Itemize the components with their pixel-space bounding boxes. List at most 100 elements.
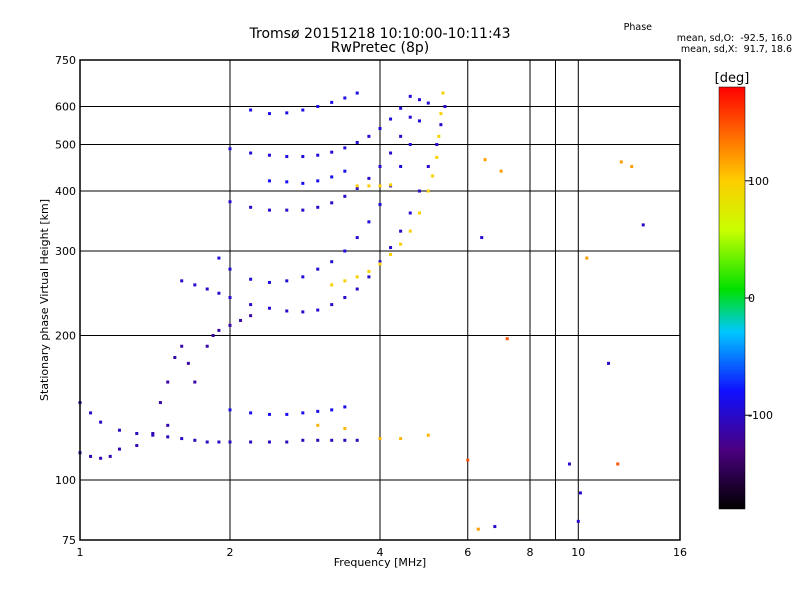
x-tick-label: 2 xyxy=(227,546,234,559)
data-point xyxy=(166,380,170,384)
y-axis-label: Stationary phase Virtual Height [km] xyxy=(38,199,51,401)
data-point xyxy=(285,309,289,313)
data-point xyxy=(343,169,347,173)
data-point xyxy=(285,208,289,212)
y-tick-label: 100 xyxy=(55,474,76,487)
data-point xyxy=(228,408,232,412)
data-point xyxy=(316,409,320,413)
data-point xyxy=(408,143,412,147)
data-point xyxy=(205,287,209,291)
data-point xyxy=(316,105,320,109)
data-point xyxy=(301,411,305,415)
data-point xyxy=(408,94,412,98)
colorbar-ticks: 100 0 -100 xyxy=(745,175,773,422)
data-point xyxy=(158,401,162,405)
data-point xyxy=(426,101,430,105)
data-point xyxy=(267,153,271,157)
chart-subtitle: RwPretec (8p) xyxy=(330,40,430,56)
data-point xyxy=(343,405,347,409)
data-point xyxy=(228,296,232,300)
data-point xyxy=(367,176,371,180)
data-point xyxy=(285,440,289,444)
data-point xyxy=(585,256,589,260)
data-point xyxy=(576,519,580,523)
data-point xyxy=(211,334,215,338)
data-point xyxy=(285,155,289,159)
data-point xyxy=(343,427,347,431)
data-point xyxy=(316,179,320,183)
data-point xyxy=(89,454,93,458)
data-point xyxy=(151,433,155,437)
data-point xyxy=(389,151,393,155)
data-point xyxy=(367,134,371,138)
x-tick-label: 4 xyxy=(377,546,384,559)
data-point xyxy=(367,275,371,279)
data-point xyxy=(389,246,393,250)
data-point xyxy=(343,249,347,253)
data-point xyxy=(285,111,289,115)
data-point xyxy=(466,458,470,462)
y-tick-label: 500 xyxy=(55,139,76,152)
data-point xyxy=(399,106,403,110)
data-point xyxy=(431,174,435,178)
data-point xyxy=(267,112,271,116)
colorbar-tick-label: -100 xyxy=(748,409,773,422)
data-point xyxy=(408,211,412,215)
data-point xyxy=(389,183,393,187)
data-point xyxy=(267,179,271,183)
data-point xyxy=(408,229,412,233)
data-point xyxy=(166,435,170,439)
x-tick-label: 16 xyxy=(673,546,687,559)
x-tick-label: 10 xyxy=(571,546,585,559)
x-tick-label: 6 xyxy=(464,546,471,559)
data-point xyxy=(355,438,359,442)
data-point xyxy=(249,314,253,318)
data-point xyxy=(180,437,184,441)
data-point xyxy=(435,155,439,159)
y-tick-label: 200 xyxy=(55,330,76,343)
data-point xyxy=(330,283,334,287)
data-point xyxy=(641,223,645,227)
x-axis: 1 2 4 6 8 10 16 xyxy=(77,546,688,559)
data-point xyxy=(355,140,359,144)
data-point xyxy=(493,525,497,529)
data-point xyxy=(417,98,421,102)
data-point xyxy=(193,380,197,384)
data-point xyxy=(378,202,382,206)
data-point xyxy=(285,412,289,416)
data-point xyxy=(399,164,403,168)
data-point xyxy=(249,303,253,307)
data-point xyxy=(99,420,103,424)
y-tick-label: 750 xyxy=(55,54,76,67)
data-point xyxy=(426,164,430,168)
data-point xyxy=(249,108,253,112)
data-point xyxy=(330,408,334,412)
data-point xyxy=(399,134,403,138)
data-point xyxy=(417,119,421,123)
data-point xyxy=(378,126,382,130)
stats-o-line: mean, sd,O: -92.5, 16.0 xyxy=(676,33,792,44)
plot-frame xyxy=(79,59,681,541)
data-point xyxy=(217,291,221,295)
y-tick-label: 75 xyxy=(62,534,76,547)
data-point xyxy=(285,279,289,283)
data-point xyxy=(267,412,271,416)
data-point xyxy=(180,279,184,283)
data-point xyxy=(249,205,253,209)
data-point xyxy=(99,456,103,460)
data-point xyxy=(217,256,221,260)
data-point xyxy=(630,164,634,168)
data-point xyxy=(616,462,620,466)
data-point xyxy=(343,146,347,150)
data-point xyxy=(89,411,93,415)
data-point xyxy=(301,208,305,212)
data-point xyxy=(399,229,403,233)
data-point xyxy=(378,184,382,188)
data-point xyxy=(505,337,509,341)
data-point xyxy=(426,189,430,193)
data-point xyxy=(355,275,359,279)
stats-header: Phase xyxy=(623,22,652,33)
data-point xyxy=(301,275,305,279)
data-point xyxy=(607,361,611,365)
